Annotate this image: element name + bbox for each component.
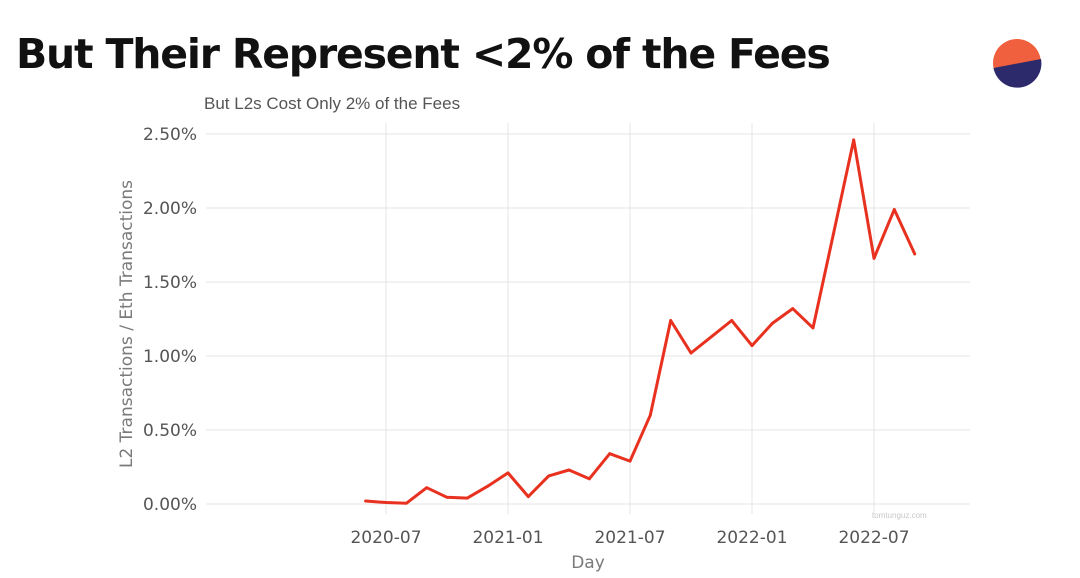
data-point bbox=[526, 495, 530, 498]
data-point bbox=[506, 471, 510, 475]
data-point bbox=[567, 468, 571, 472]
data-point bbox=[364, 499, 368, 503]
data-point bbox=[648, 413, 652, 417]
data-point bbox=[425, 486, 429, 490]
chart-gridlines bbox=[206, 123, 970, 514]
series-line bbox=[364, 138, 917, 505]
data-point bbox=[465, 496, 469, 500]
slide-title: But Their Represent <2% of the Fees bbox=[16, 30, 831, 78]
chart-series bbox=[364, 138, 917, 505]
y-tick-label: 1.00% bbox=[143, 347, 197, 367]
data-point bbox=[730, 319, 734, 322]
data-point bbox=[547, 474, 551, 478]
data-point bbox=[811, 326, 815, 330]
data-point bbox=[445, 495, 449, 499]
brand-logo-icon bbox=[993, 39, 1042, 88]
data-point bbox=[689, 351, 693, 355]
y-tick-label: 0.50% bbox=[143, 421, 197, 441]
data-point bbox=[750, 344, 754, 348]
y-tick-label: 2.50% bbox=[143, 125, 197, 145]
x-tick-label: 2022-01 bbox=[716, 528, 787, 548]
data-point bbox=[669, 319, 673, 322]
data-point bbox=[486, 484, 490, 488]
y-axis-title: L2 Transactions / Eth Transactions bbox=[117, 180, 137, 468]
data-point bbox=[770, 322, 774, 325]
data-point bbox=[404, 501, 408, 505]
x-tick-label: 2021-07 bbox=[594, 528, 665, 548]
x-tick-label: 2021-01 bbox=[472, 528, 543, 548]
x-axis-ticks: 2020-07 2021-01 2021-07 2022-01 2022-07 bbox=[350, 528, 909, 548]
data-point bbox=[872, 256, 876, 260]
x-tick-label: 2020-07 bbox=[350, 528, 421, 548]
data-point bbox=[831, 233, 835, 237]
y-tick-label: 1.50% bbox=[143, 273, 197, 293]
x-axis-title: Day bbox=[571, 553, 605, 573]
data-point bbox=[587, 477, 591, 481]
x-tick-label: 2022-07 bbox=[838, 528, 909, 548]
data-point bbox=[628, 459, 632, 463]
y-axis-ticks: 0.00% 0.50% 1.00% 1.50% 2.00% 2.50% bbox=[143, 125, 197, 515]
chart-title: But L2s Cost Only 2% of the Fees bbox=[204, 94, 461, 113]
y-tick-label: 0.00% bbox=[143, 495, 197, 515]
data-point bbox=[892, 208, 896, 211]
data-point bbox=[608, 452, 612, 456]
watermark: tomtunguz.com bbox=[872, 511, 927, 520]
data-point bbox=[852, 138, 856, 142]
data-point bbox=[913, 252, 917, 256]
data-point bbox=[791, 307, 795, 311]
data-point bbox=[709, 335, 713, 339]
data-point bbox=[384, 501, 388, 504]
y-tick-label: 2.00% bbox=[143, 199, 197, 219]
